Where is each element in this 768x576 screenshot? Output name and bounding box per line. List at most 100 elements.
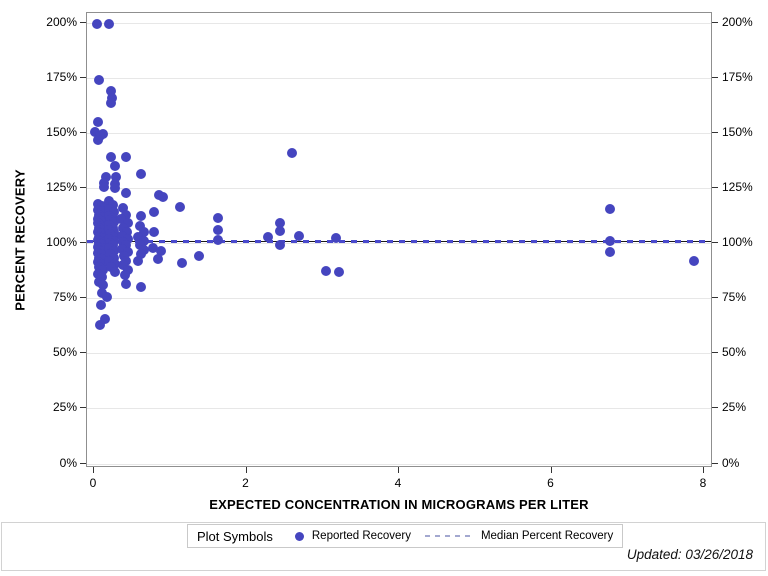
y-tick-label-right: 0% — [722, 455, 740, 470]
x-tick — [245, 467, 247, 473]
y-tick-label-right: 25% — [722, 400, 747, 415]
data-point — [92, 19, 103, 30]
y-tick-left — [80, 132, 86, 134]
y-tick-right — [712, 22, 718, 23]
y-tick-label-right: 150% — [722, 125, 753, 140]
y-gridline — [87, 353, 711, 355]
data-point — [275, 226, 286, 237]
y-gridline — [87, 298, 711, 300]
data-point — [105, 98, 116, 109]
y-tick-right — [712, 352, 718, 354]
data-point — [156, 245, 167, 256]
y-gridline — [87, 188, 711, 190]
x-tick — [703, 467, 704, 473]
data-point — [212, 234, 223, 245]
data-point — [136, 249, 147, 260]
data-point — [101, 292, 112, 303]
y-tick-label-left: 75% — [52, 290, 77, 305]
data-point — [104, 19, 115, 30]
data-point — [135, 210, 146, 221]
footer-band: Plot Symbols Reported Recovery Median Pe… — [1, 522, 766, 571]
data-point — [119, 270, 130, 281]
data-point — [109, 161, 120, 172]
y-axis-title: PERCENT RECOVERY — [12, 169, 28, 311]
data-point — [135, 168, 146, 179]
y-tick-left — [80, 352, 86, 354]
y-gridline — [87, 78, 711, 80]
y-tick-right — [712, 462, 718, 464]
data-point — [605, 236, 616, 247]
data-point — [138, 227, 149, 238]
data-point — [89, 127, 100, 138]
y-tick-label-left: 50% — [52, 345, 77, 360]
data-point — [110, 183, 121, 194]
legend-item-label: Reported Recovery — [311, 530, 411, 542]
y-tick-label-left: 25% — [52, 400, 77, 415]
y-tick-label-left: 200% — [46, 15, 77, 29]
data-point — [109, 266, 120, 277]
legend-item-reported-recovery: Reported Recovery — [294, 530, 411, 542]
data-point — [333, 266, 344, 277]
y-tick-right — [712, 132, 718, 134]
data-point — [133, 231, 144, 242]
x-tick — [550, 467, 552, 473]
data-point — [294, 230, 305, 241]
data-point — [111, 172, 122, 183]
data-point — [92, 117, 103, 128]
data-point — [121, 152, 132, 163]
y-tick-label-right: 100% — [722, 235, 753, 250]
y-gridline — [87, 243, 711, 245]
data-point — [121, 187, 132, 198]
y-tick-left — [80, 242, 86, 244]
legend-item-median-percent-recovery: Median Percent Recovery — [424, 530, 614, 542]
data-point — [212, 225, 223, 236]
y-tick-label-right: 175% — [722, 70, 753, 85]
data-point — [123, 264, 134, 275]
data-point — [149, 207, 160, 218]
data-point — [153, 253, 164, 264]
x-tick-label: 4 — [394, 476, 402, 490]
y-tick-label-right: 50% — [722, 345, 747, 360]
data-point — [136, 282, 147, 293]
y-gridline — [87, 23, 711, 24]
data-point — [108, 199, 119, 210]
x-tick — [93, 467, 94, 473]
data-point — [101, 172, 112, 183]
data-point — [117, 243, 128, 254]
y-tick-right — [712, 242, 718, 244]
legend-item-label: Median Percent Recovery — [480, 530, 614, 542]
data-point — [176, 258, 187, 269]
data-point — [116, 214, 127, 225]
data-point — [212, 212, 223, 223]
data-point — [331, 232, 342, 243]
data-point — [104, 255, 115, 266]
data-point — [275, 218, 286, 229]
data-point — [108, 207, 119, 218]
data-point — [98, 182, 109, 193]
y-tick-label-left: 100% — [46, 235, 77, 250]
data-point — [122, 218, 133, 229]
x-tick-label: 0 — [89, 476, 97, 490]
data-point — [139, 236, 150, 247]
data-point — [93, 75, 104, 86]
x-tick-label: 8 — [699, 476, 707, 490]
median-line-dashes — [87, 240, 711, 244]
data-point — [92, 134, 103, 145]
data-point — [122, 233, 133, 244]
plot-area — [86, 12, 712, 467]
data-point — [108, 252, 119, 263]
data-point — [262, 231, 273, 242]
data-point — [117, 203, 128, 213]
data-point — [98, 264, 109, 275]
data-point — [134, 220, 145, 231]
data-point — [287, 147, 298, 158]
y-tick-left — [80, 77, 86, 79]
y-tick-left — [80, 22, 86, 23]
x-tick-label: 2 — [242, 476, 249, 490]
data-point — [105, 86, 116, 97]
data-point — [95, 299, 106, 310]
x-tick-label: 6 — [547, 476, 554, 490]
legend: Plot Symbols Reported Recovery Median Pe… — [187, 524, 624, 548]
data-point — [105, 152, 116, 163]
